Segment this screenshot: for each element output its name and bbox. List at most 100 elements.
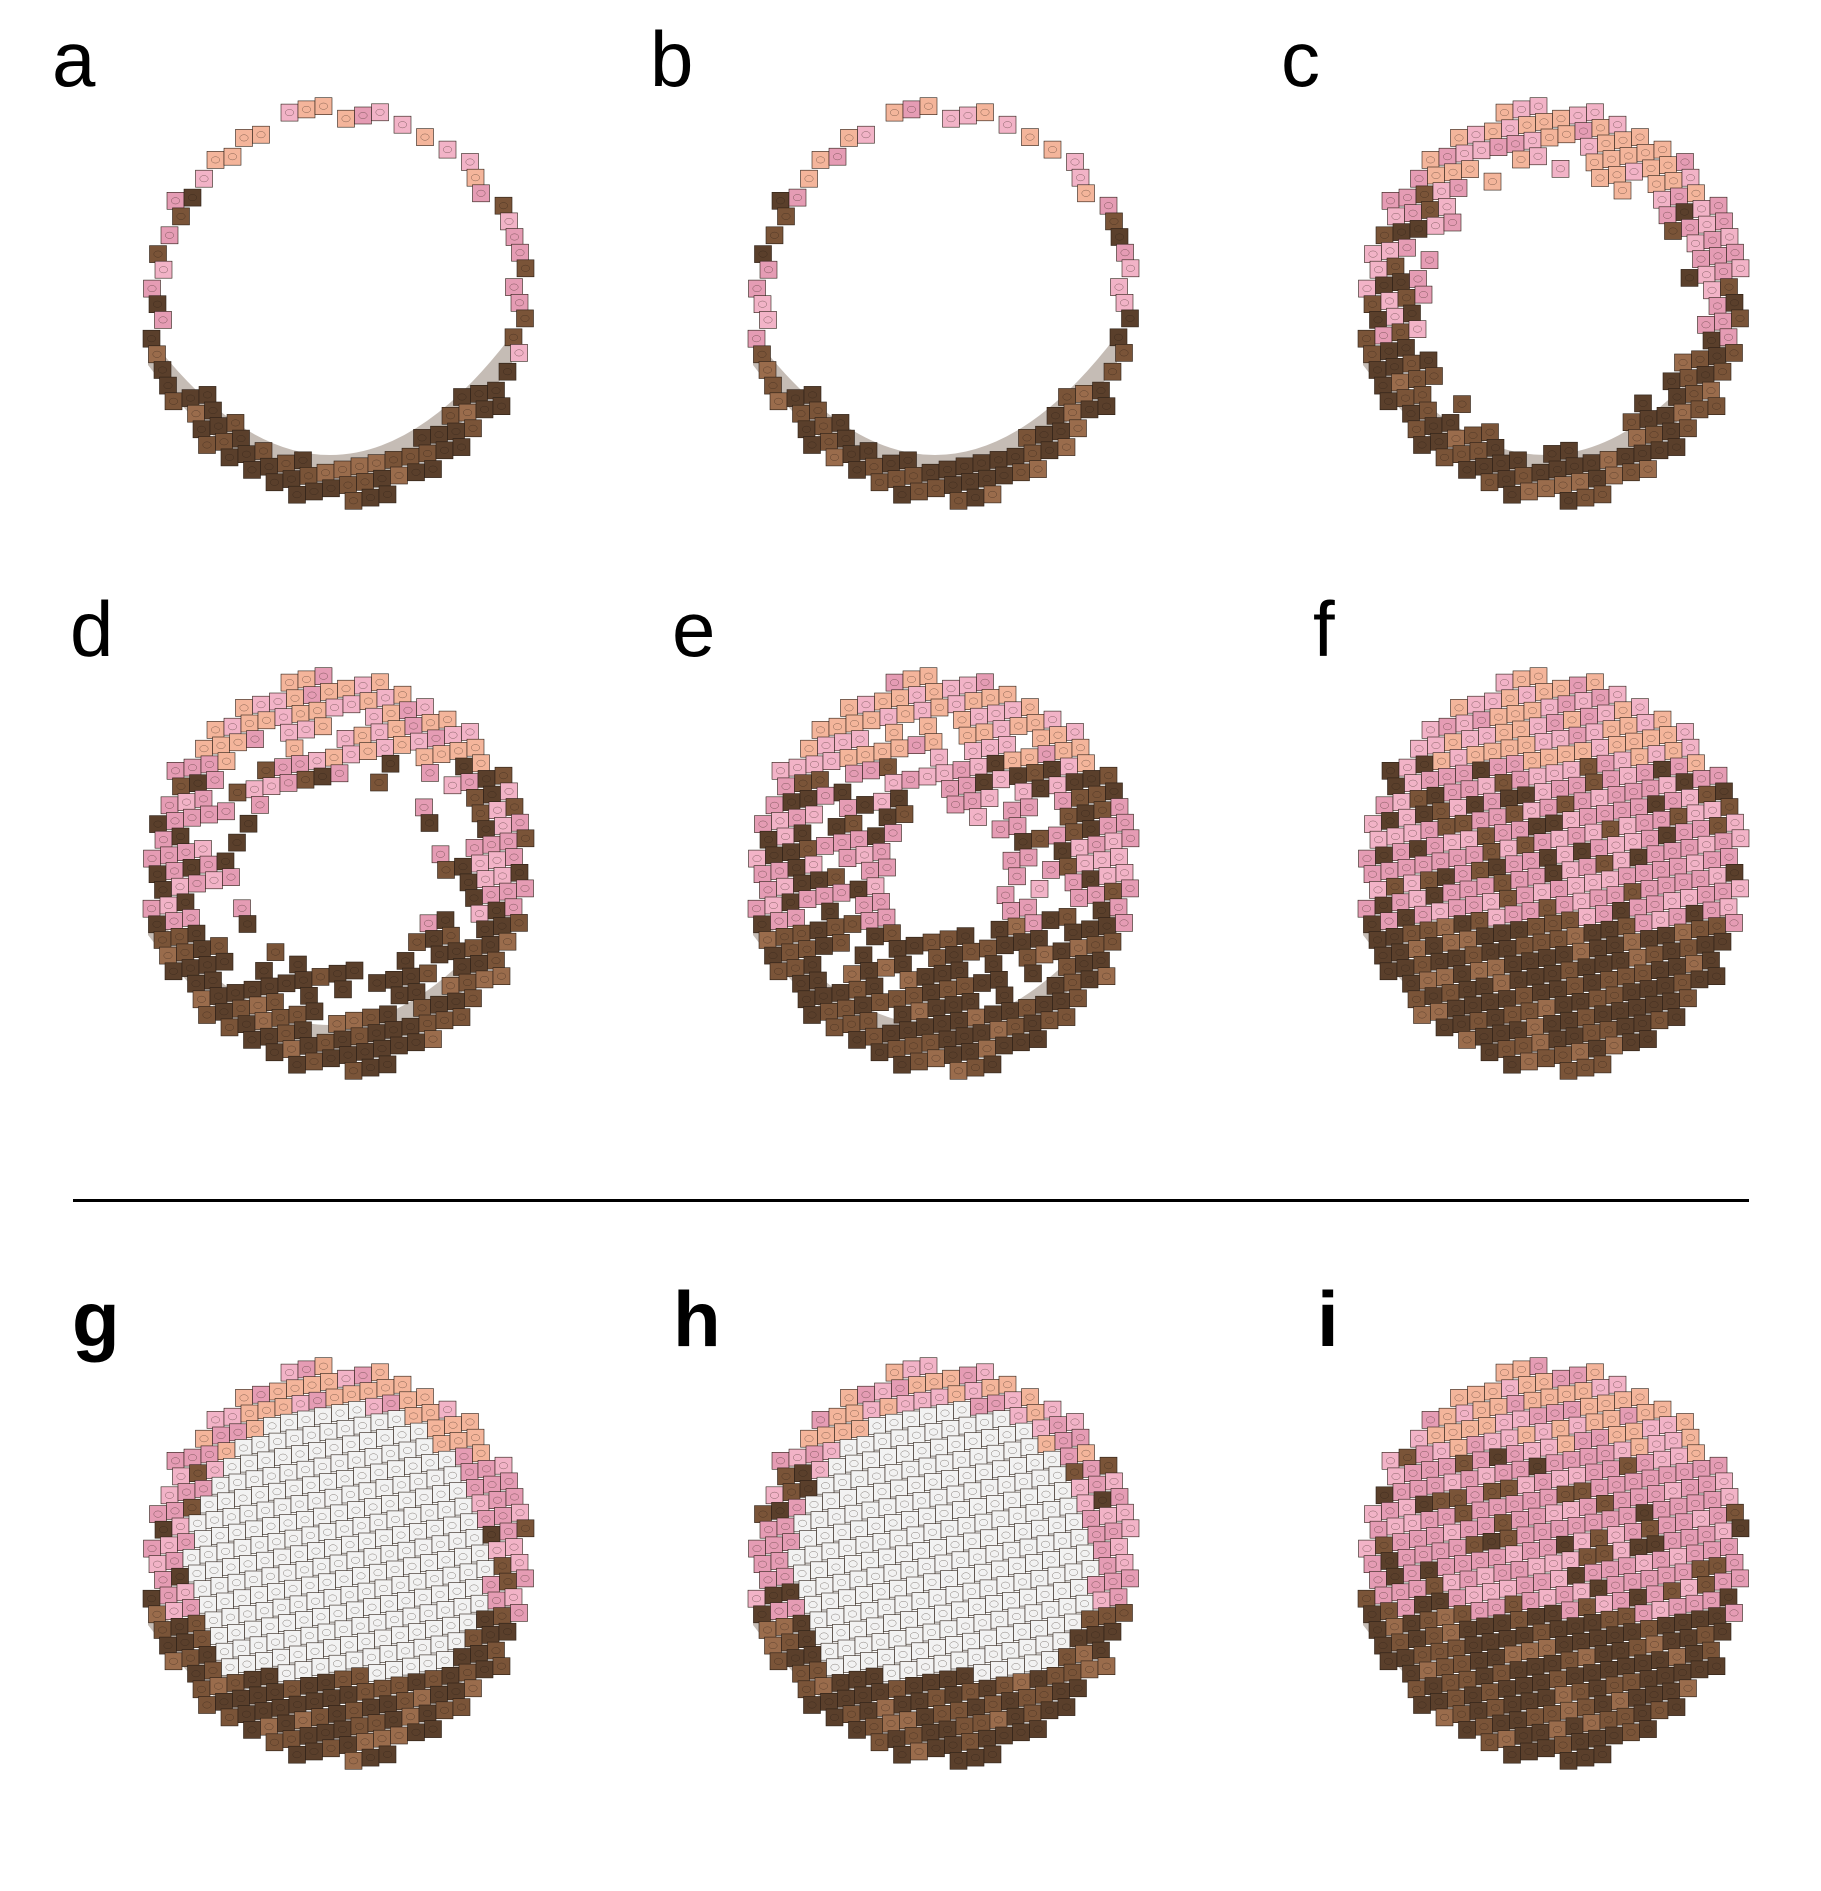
brick xyxy=(482,936,499,953)
brick xyxy=(317,1034,334,1051)
brick xyxy=(512,244,529,261)
brick xyxy=(856,1587,873,1604)
brick xyxy=(873,893,890,910)
brick xyxy=(351,1718,368,1735)
brick xyxy=(315,668,332,685)
brick xyxy=(1614,1442,1631,1459)
brick xyxy=(766,227,783,244)
brick xyxy=(1682,789,1699,806)
brick xyxy=(1606,467,1623,484)
brick xyxy=(793,925,810,942)
brick xyxy=(1597,1495,1614,1512)
brick xyxy=(1414,386,1431,403)
brick xyxy=(1721,849,1738,866)
brick xyxy=(377,740,394,757)
brick xyxy=(1556,946,1573,963)
brick-group xyxy=(143,98,534,510)
brick xyxy=(1451,699,1468,716)
brick xyxy=(920,668,937,685)
brick xyxy=(335,981,352,998)
brick xyxy=(465,420,482,437)
brick xyxy=(782,1584,799,1601)
brick xyxy=(512,1504,529,1521)
brick xyxy=(471,1595,488,1612)
brick xyxy=(878,959,895,976)
brick xyxy=(849,981,866,998)
brick xyxy=(1117,244,1134,261)
brick xyxy=(1499,991,1516,1008)
brick xyxy=(1388,1468,1405,1485)
brick xyxy=(1635,915,1652,932)
brick xyxy=(860,1703,877,1720)
brick xyxy=(923,984,940,1001)
brick xyxy=(1003,1592,1020,1609)
brick xyxy=(431,1636,448,1653)
brick xyxy=(1466,897,1483,914)
brick xyxy=(1727,1504,1744,1521)
brick xyxy=(918,1558,935,1575)
brick xyxy=(1625,783,1642,800)
brick xyxy=(420,965,437,982)
brick xyxy=(1479,727,1496,744)
brick xyxy=(1387,308,1404,325)
brick xyxy=(755,246,772,263)
brick xyxy=(1631,749,1648,766)
brick xyxy=(911,1053,928,1070)
brick xyxy=(760,261,777,278)
brick xyxy=(1569,1467,1586,1484)
brick xyxy=(1489,809,1506,826)
brick xyxy=(501,213,518,230)
brick xyxy=(886,674,903,691)
brick xyxy=(1083,1511,1100,1528)
brick xyxy=(1003,902,1020,919)
brick xyxy=(465,990,482,1007)
brick xyxy=(795,775,812,792)
brick xyxy=(1426,887,1443,904)
brick xyxy=(1393,274,1410,291)
brick xyxy=(1535,734,1552,751)
brick xyxy=(1064,974,1081,991)
brick xyxy=(205,1612,222,1629)
brick xyxy=(1066,774,1083,791)
brick xyxy=(838,1000,855,1017)
brick xyxy=(954,1401,971,1418)
brick xyxy=(956,458,973,475)
brick xyxy=(934,965,951,982)
brick xyxy=(1442,984,1459,1001)
brick xyxy=(1007,448,1024,465)
brick xyxy=(266,474,283,491)
brick xyxy=(216,953,233,970)
brick xyxy=(369,1665,386,1682)
brick xyxy=(1010,718,1027,735)
brick xyxy=(488,1592,505,1609)
brick-group xyxy=(1358,1358,1749,1770)
brick xyxy=(969,1549,986,1566)
brick xyxy=(431,996,448,1013)
brick xyxy=(1071,1580,1088,1597)
brick xyxy=(1462,1421,1479,1438)
brick xyxy=(488,1642,505,1659)
brick xyxy=(1501,1430,1518,1447)
brick xyxy=(998,1527,1015,1544)
brick xyxy=(1472,1552,1489,1569)
brick xyxy=(1111,849,1128,866)
brick xyxy=(489,1542,506,1559)
brick xyxy=(965,743,982,760)
brick xyxy=(244,981,261,998)
brick xyxy=(143,900,160,917)
brick xyxy=(894,1746,911,1763)
brick xyxy=(817,1527,834,1544)
brick xyxy=(1459,981,1476,998)
brick xyxy=(1397,390,1414,407)
brick xyxy=(189,875,206,892)
brick xyxy=(1466,1537,1483,1554)
brick xyxy=(891,740,908,757)
brick xyxy=(448,423,465,440)
brick xyxy=(1557,796,1574,813)
brick xyxy=(1620,148,1637,165)
brick xyxy=(1623,464,1640,481)
brick xyxy=(1453,446,1470,463)
brick xyxy=(1059,389,1076,406)
brick xyxy=(917,1709,934,1726)
brick xyxy=(1524,1442,1541,1459)
